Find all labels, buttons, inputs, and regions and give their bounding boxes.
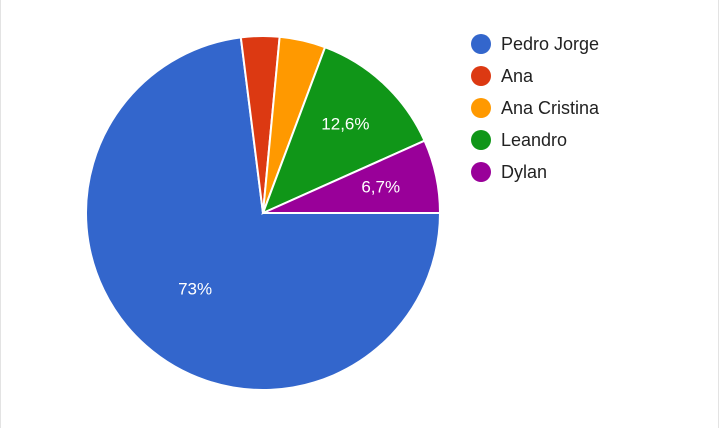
legend-label: Leandro (501, 129, 568, 150)
legend-item-leandro: Leandro (471, 124, 599, 156)
legend-label: Ana Cristina (501, 97, 600, 118)
legend-item-dylan: Dylan (471, 156, 599, 188)
legend-item-pedro-jorge: Pedro Jorge (471, 28, 599, 60)
slices (85, 35, 442, 391)
pie-slice-leandro (261, 45, 426, 215)
slice-label: 73% (178, 279, 212, 298)
legend-swatch (471, 98, 491, 118)
legend-swatch (471, 162, 491, 182)
legend-label: Pedro Jorge (501, 33, 600, 54)
slice-label: 6,7% (361, 177, 400, 196)
legend-item-ana-cristina: Ana Cristina (471, 92, 599, 124)
legend-swatch (471, 34, 491, 54)
legend-label: Ana (501, 65, 534, 86)
slice-labels: 73% 12,6% 6,7% (178, 115, 400, 299)
legend-swatch (471, 130, 491, 150)
legend-swatch (471, 66, 491, 86)
pie-slice-dylan (262, 139, 442, 214)
legend-item-ana: Ana (471, 60, 599, 92)
legend: Pedro Jorge Ana Ana Cristina Leandro Dyl… (471, 28, 599, 188)
legend-label: Dylan (501, 161, 548, 182)
slice-label: 12,6% (321, 115, 369, 134)
